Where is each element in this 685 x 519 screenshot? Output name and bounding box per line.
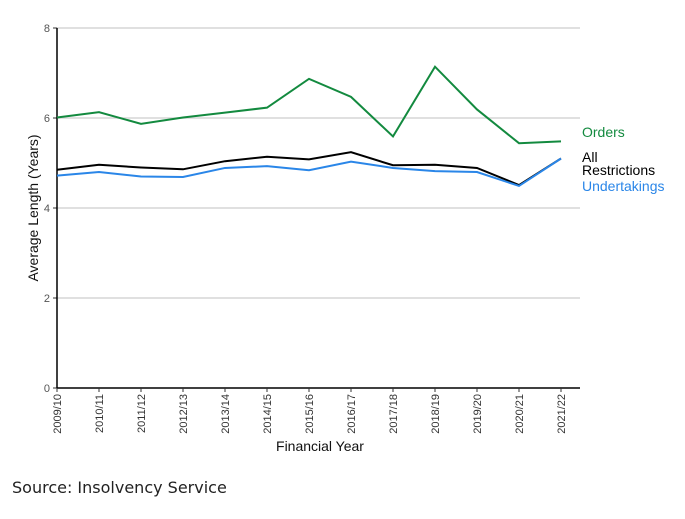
y-tick-label: 6 [44,113,50,125]
x-tick-label: 2010/11 [94,394,106,433]
y-tick-label: 4 [44,203,50,215]
x-tick-label: 2019/20 [472,394,484,434]
series-line-orders [56,65,562,145]
series-line-all-restrictions [56,151,562,187]
x-tick-label: 2015/16 [304,394,316,434]
y-tick-label: 8 [44,23,50,35]
source-note: Source: Insolvency Service [12,478,227,497]
series-line-undertakings [56,157,562,188]
x-tick-label: 2014/15 [262,394,274,434]
series-label: All [582,149,598,165]
series-label: Undertakings [582,178,665,194]
y-tick-label: 2 [44,293,50,305]
series-label: Restrictions [582,162,655,178]
x-tick-label: 2021/22 [556,394,568,434]
x-axis-label: Financial Year [276,438,364,454]
series-label: Orders [582,124,625,140]
x-tick-label: 2009/10 [52,394,64,434]
x-tick-label: 2018/19 [430,394,442,434]
x-tick-label: 2020/21 [514,394,526,434]
y-tick-label: 0 [44,383,50,395]
x-tick-label: 2016/17 [346,394,358,434]
x-tick-label: 2013/14 [220,394,232,434]
x-tick-label: 2017/18 [388,394,400,434]
y-axis-label: Average Length (Years) [25,134,41,281]
x-tick-label: 2012/13 [178,394,190,434]
x-tick-label: 2011/12 [136,394,148,433]
